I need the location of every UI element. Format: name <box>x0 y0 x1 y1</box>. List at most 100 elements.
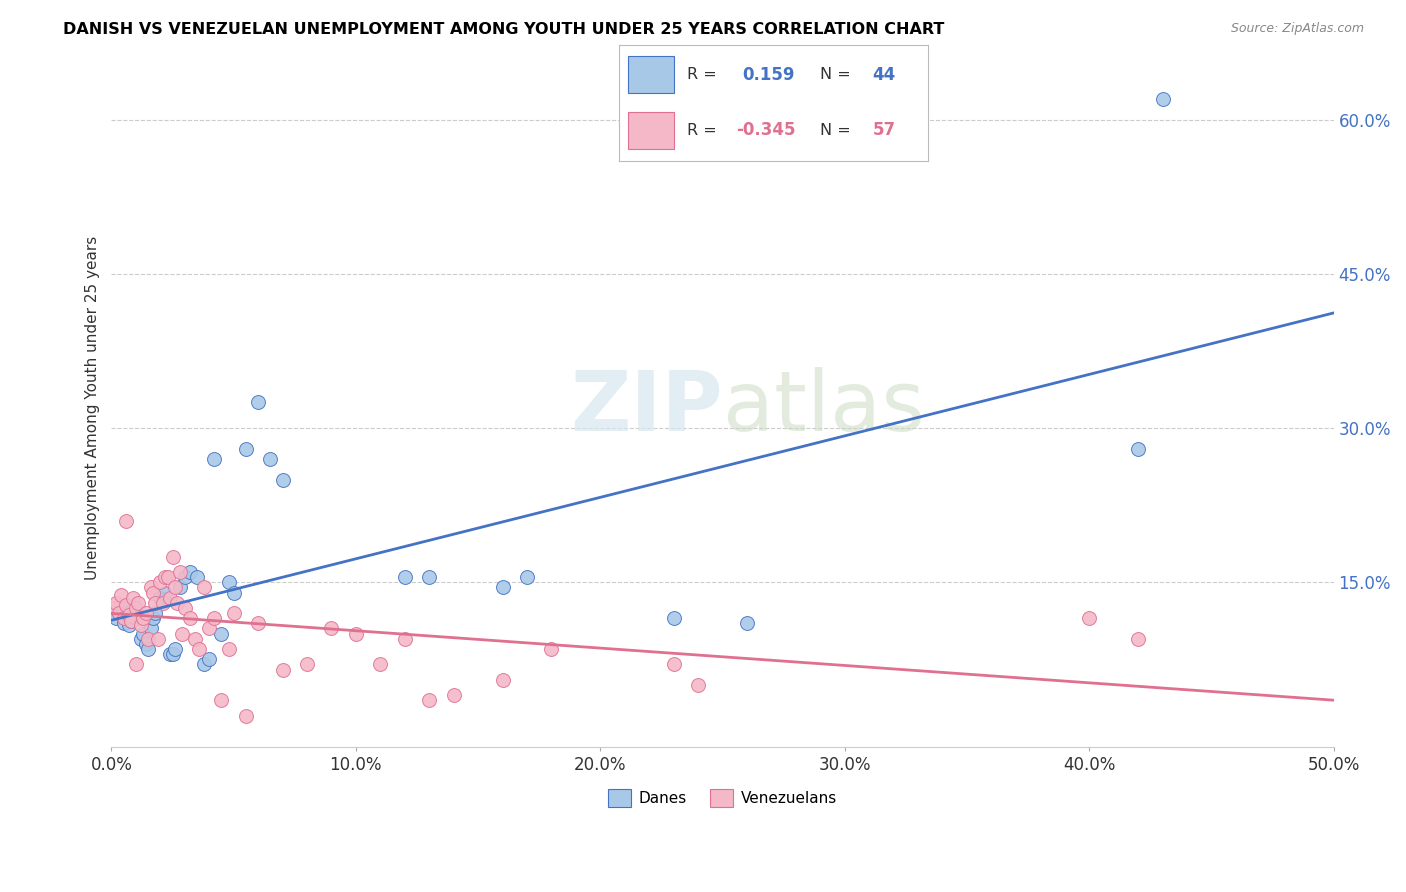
Point <box>112 616 135 631</box>
Point <box>394 632 416 646</box>
Point <box>218 575 240 590</box>
Point <box>169 565 191 579</box>
Point <box>162 647 184 661</box>
Text: Source: ZipAtlas.com: Source: ZipAtlas.com <box>1230 22 1364 36</box>
Point <box>107 606 129 620</box>
Point <box>163 581 186 595</box>
Text: R =: R = <box>686 67 717 82</box>
Point <box>120 615 142 629</box>
Point <box>735 616 758 631</box>
Point <box>115 514 138 528</box>
Point <box>112 611 135 625</box>
Point <box>162 549 184 564</box>
Point <box>179 611 201 625</box>
Point <box>394 570 416 584</box>
Point <box>136 632 159 646</box>
Text: atlas: atlas <box>723 368 924 448</box>
Point <box>295 657 318 672</box>
Point <box>688 678 710 692</box>
Point <box>183 632 205 646</box>
Point <box>173 570 195 584</box>
Point <box>271 663 294 677</box>
Point <box>152 596 174 610</box>
Point <box>105 611 128 625</box>
Text: 0.159: 0.159 <box>742 66 794 84</box>
Point <box>153 585 176 599</box>
Point <box>153 570 176 584</box>
Point <box>129 618 152 632</box>
Point <box>662 611 685 625</box>
Point <box>122 591 145 605</box>
Point <box>418 693 440 707</box>
Point <box>163 642 186 657</box>
Point <box>135 637 157 651</box>
Point <box>235 708 257 723</box>
Point <box>491 673 513 687</box>
Point <box>112 601 135 615</box>
Point <box>156 570 179 584</box>
Point <box>540 642 562 657</box>
Point <box>135 606 157 620</box>
Text: -0.345: -0.345 <box>737 121 796 139</box>
Point <box>115 608 138 623</box>
Point <box>1078 611 1101 625</box>
Point <box>142 611 165 625</box>
Point <box>139 581 162 595</box>
Point <box>173 601 195 615</box>
Point <box>218 642 240 657</box>
Point <box>120 604 142 618</box>
Point <box>120 615 142 629</box>
Point <box>125 611 148 625</box>
Point <box>105 596 128 610</box>
Point <box>125 657 148 672</box>
Point <box>149 591 172 605</box>
Point <box>110 588 132 602</box>
Point <box>117 618 139 632</box>
Point <box>235 442 257 456</box>
Point <box>179 565 201 579</box>
Point <box>142 585 165 599</box>
Point <box>222 585 245 599</box>
Point <box>193 657 215 672</box>
Point <box>146 632 169 646</box>
Text: N =: N = <box>820 67 851 82</box>
Point <box>344 626 367 640</box>
Text: DANISH VS VENEZUELAN UNEMPLOYMENT AMONG YOUTH UNDER 25 YEARS CORRELATION CHART: DANISH VS VENEZUELAN UNEMPLOYMENT AMONG … <box>63 22 945 37</box>
Point <box>209 693 232 707</box>
Point <box>198 622 221 636</box>
Point <box>418 570 440 584</box>
Point <box>321 622 343 636</box>
Point <box>1126 632 1149 646</box>
Point <box>172 626 194 640</box>
Point <box>149 575 172 590</box>
Point <box>222 606 245 620</box>
Point <box>145 606 167 620</box>
Point <box>209 626 232 640</box>
Point <box>129 632 152 646</box>
Point <box>136 642 159 657</box>
Point <box>1126 442 1149 456</box>
Point <box>188 642 211 657</box>
Point <box>271 473 294 487</box>
Point <box>122 608 145 623</box>
Point <box>132 611 155 625</box>
Y-axis label: Unemployment Among Youth under 25 years: Unemployment Among Youth under 25 years <box>86 235 100 580</box>
Legend: Danes, Venezuelans: Danes, Venezuelans <box>602 783 844 814</box>
Point <box>247 395 270 409</box>
Point <box>186 570 208 584</box>
Point <box>491 581 513 595</box>
Point <box>166 596 188 610</box>
Point <box>443 688 465 702</box>
Point <box>145 596 167 610</box>
Point <box>159 591 181 605</box>
Point <box>103 601 125 615</box>
Point <box>202 452 225 467</box>
Text: 44: 44 <box>872 66 896 84</box>
Point <box>247 616 270 631</box>
Point <box>193 581 215 595</box>
Point <box>132 626 155 640</box>
Point <box>1152 92 1174 106</box>
Point <box>169 581 191 595</box>
Point <box>117 608 139 623</box>
Point <box>368 657 391 672</box>
